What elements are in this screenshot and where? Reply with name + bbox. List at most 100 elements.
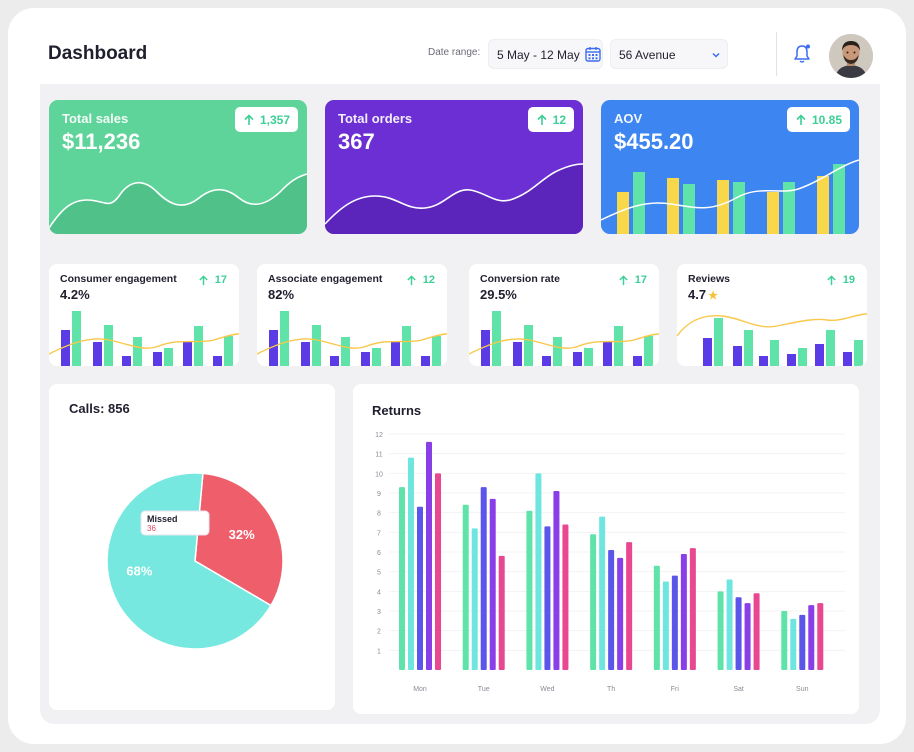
- tooltip-value: 36: [147, 524, 156, 533]
- returns-bar: [553, 491, 560, 670]
- date-range-label: Date range:: [428, 47, 481, 58]
- kpi-title: Total orders: [338, 111, 413, 126]
- metric-title: Reviews: [688, 273, 731, 285]
- arrow-up-icon: [244, 113, 254, 125]
- returns-bar: [671, 575, 678, 670]
- date-range-picker[interactable]: 5 May - 12 May: [488, 39, 603, 69]
- x-tick-label: Fri: [671, 686, 680, 693]
- pie-slice-label: 32%: [229, 527, 255, 542]
- kpi-badge: 12: [527, 107, 574, 132]
- kpi-badge-value: 12: [552, 112, 566, 127]
- y-tick-label: 5: [377, 570, 381, 577]
- returns-bar: [562, 524, 569, 670]
- returns-bar: [717, 591, 724, 670]
- kpi-value: $11,236: [62, 129, 141, 154]
- metric-badge: 12: [406, 274, 435, 286]
- tooltip-label: Missed: [147, 514, 178, 524]
- top-bar: Dashboard Date range: 5 May - 12 May 56 …: [8, 8, 906, 84]
- metric-card-consumer-engagement[interactable]: Consumer engagement 4.2% 17: [49, 264, 239, 366]
- metric-title: Associate engagement: [268, 273, 383, 285]
- associate-engagement-mini-chart: [257, 311, 447, 366]
- avatar[interactable]: [829, 34, 873, 78]
- metric-card-associate-engagement[interactable]: Associate engagement 82% 12: [257, 264, 447, 366]
- kpi-card-aov[interactable]: AOV $455.20 10.85: [601, 100, 859, 234]
- y-tick-label: 11: [375, 452, 382, 459]
- metric-badge: 19: [826, 274, 855, 286]
- y-tick-label: 6: [377, 550, 381, 557]
- returns-bar: [790, 618, 797, 670]
- returns-bar: [617, 557, 624, 670]
- returns-bar: [535, 473, 542, 670]
- pie-slice: [194, 472, 284, 607]
- returns-bar: [608, 550, 615, 670]
- conversion-rate-mini-chart: [469, 311, 659, 366]
- y-tick-label: 9: [377, 491, 381, 498]
- kpi-title: AOV: [614, 111, 643, 126]
- returns-bar: [744, 603, 751, 670]
- metric-badge-value: 17: [214, 274, 227, 286]
- y-tick-label: 1: [377, 648, 381, 655]
- returns-bar: [735, 597, 742, 670]
- chevron-down-icon: [712, 52, 720, 58]
- x-tick-label: Sun: [796, 686, 809, 693]
- returns-bar: [599, 516, 606, 670]
- returns-bar: [462, 504, 469, 670]
- returns-bar: [590, 534, 597, 670]
- arrow-up-icon: [199, 274, 208, 285]
- arrow-up-icon: [537, 113, 547, 125]
- returns-bar: [544, 526, 551, 670]
- divider: [776, 32, 777, 76]
- metric-value: 4.7: [688, 287, 707, 302]
- bell-icon[interactable]: [792, 43, 812, 65]
- y-tick-label: 10: [375, 471, 383, 478]
- returns-bar: [417, 506, 423, 670]
- kpi-badge-value: 10.85: [811, 112, 842, 127]
- consumer-engagement-mini-chart: [49, 311, 239, 366]
- returns-bar: [498, 555, 505, 670]
- kpi-card-total-sales[interactable]: Total sales $11,236 1,357: [49, 100, 307, 234]
- metric-badge: 17: [198, 274, 227, 286]
- returns-bar: [689, 548, 696, 670]
- calls-title: Calls: 856: [69, 401, 130, 416]
- returns-bar: [653, 565, 660, 670]
- kpi-card-total-orders[interactable]: Total orders 367 12: [325, 100, 583, 234]
- metric-card-conversion-rate[interactable]: Conversion rate 29.5% 17: [469, 264, 659, 366]
- y-tick-label: 3: [377, 609, 381, 616]
- returns-bar: [680, 553, 687, 670]
- returns-bar: [753, 593, 760, 670]
- metric-card-reviews[interactable]: Reviews 4.7 ★ 19: [677, 264, 867, 366]
- metric-badge: 17: [618, 274, 647, 286]
- total-sales-sparkline: [49, 173, 307, 234]
- returns-bar: [799, 614, 806, 670]
- returns-bar: [726, 579, 733, 670]
- x-tick-label: Tue: [478, 686, 490, 693]
- x-tick-label: Wed: [540, 686, 554, 693]
- aov-bar-chart: [601, 159, 859, 234]
- calendar-icon[interactable]: [585, 46, 601, 62]
- arrow-up-icon: [619, 274, 628, 285]
- returns-bar: [662, 581, 669, 670]
- arrow-up-icon: [407, 274, 416, 285]
- y-tick-label: 4: [377, 589, 381, 596]
- reviews-mini-chart: [677, 313, 867, 366]
- location-value: 56 Avenue: [619, 48, 676, 62]
- kpi-badge-value: 1,357: [259, 112, 290, 127]
- returns-bar: [781, 611, 788, 670]
- x-tick-label: Th: [607, 686, 615, 693]
- metric-value-wrap: 4.7 ★: [688, 287, 718, 302]
- arrow-up-icon: [796, 113, 806, 125]
- x-tick-label: Mon: [413, 686, 427, 693]
- metric-title: Consumer engagement: [60, 273, 177, 285]
- dashboard-window: Dashboard Date range: 5 May - 12 May 56 …: [8, 8, 906, 744]
- returns-bar: [480, 487, 487, 670]
- returns-bar: [817, 603, 824, 670]
- returns-panel: Returns 1 2 3 4 5 6 7 8 9 10 11 12 Mon Tue Wed Th Fri Sat…: [353, 384, 859, 714]
- location-select[interactable]: 56 Avenue: [610, 39, 728, 69]
- aov-bars: [617, 164, 845, 234]
- returns-bar: [471, 528, 478, 670]
- returns-bar: [408, 457, 414, 670]
- metric-title: Conversion rate: [480, 273, 560, 285]
